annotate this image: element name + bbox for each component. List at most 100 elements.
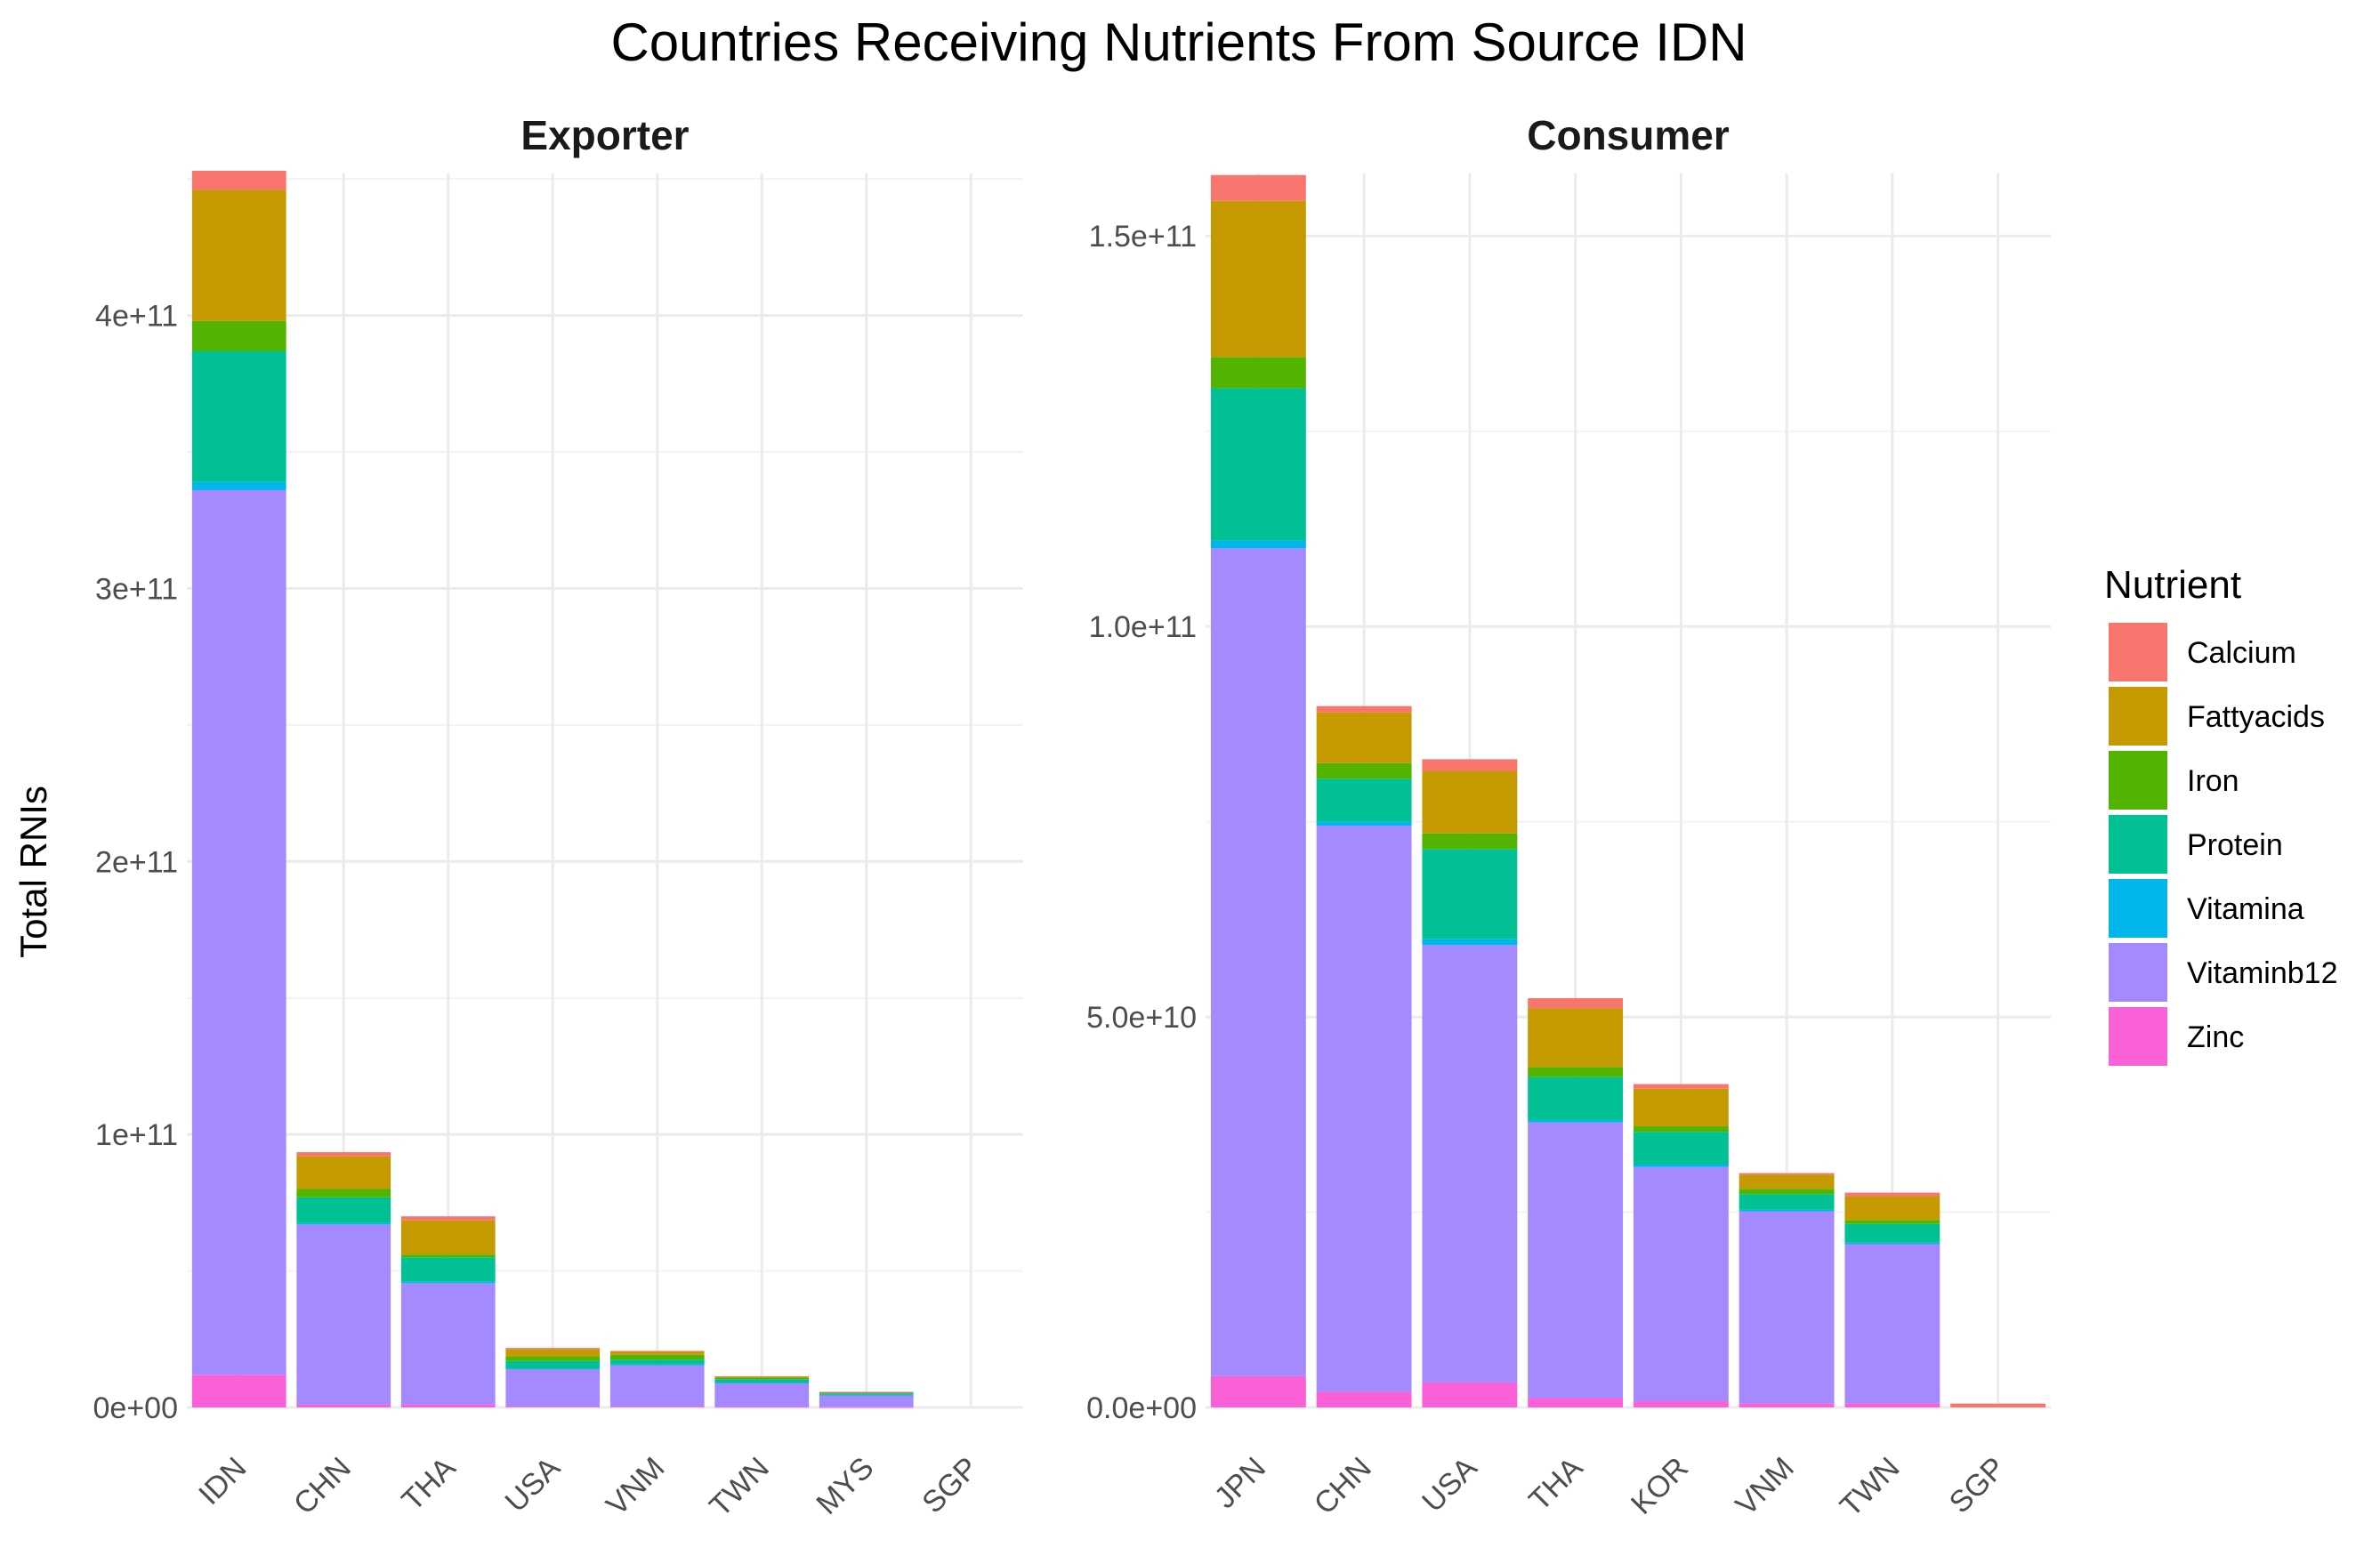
legend-swatch-calcium (2109, 623, 2167, 681)
bar-jpn-vitamina (1210, 540, 1306, 549)
bar-twn-protein (1844, 1223, 1940, 1243)
legend: Nutrient Calcium Fattyacids Iron Protein Vita… (2104, 563, 2338, 1066)
x-tick-label: USA (1416, 1451, 1484, 1520)
x-tick-label: SGP (1943, 1451, 2013, 1520)
bar-twn-zinc (1844, 1403, 1940, 1407)
bar-usa-vitamina (1422, 939, 1518, 946)
bar-idn-zinc (191, 1375, 286, 1407)
legend-label-zinc: Zinc (2187, 1020, 2244, 1054)
bar-tha-iron (400, 1254, 496, 1258)
bar-tha-protein (400, 1257, 496, 1282)
bar-tha-vitaminb12 (400, 1283, 496, 1405)
bar-chn-calcium (1316, 705, 1412, 713)
bar-jpn-calcium (1210, 174, 1306, 201)
chart-title: Countries Receiving Nutrients From Sourc… (610, 12, 1747, 72)
x-tick-label: MYS (810, 1451, 880, 1521)
bar-sgp-calcium (1950, 1403, 2046, 1407)
legend-swatch-vitaminb12 (2109, 943, 2167, 1002)
bar-kor-fattyacids (1633, 1088, 1729, 1126)
bar-mys-vitamina (819, 1394, 914, 1396)
x-tick-label: JPN (1208, 1451, 1272, 1515)
bar-chn-calcium (296, 1152, 391, 1157)
bar-usa-iron (1422, 833, 1518, 850)
y-tick-label: 1e+11 (95, 1118, 178, 1152)
legend-label-vitaminb12: Vitaminb12 (2187, 956, 2338, 990)
bar-usa-calcium (505, 1348, 601, 1350)
panel-title: Consumer (1527, 112, 1730, 158)
bar-chn-fattyacids (296, 1156, 391, 1189)
legend-label-calcium: Calcium (2187, 636, 2296, 670)
bar-twn-fattyacids (714, 1376, 810, 1378)
legend-label-fattyacids: Fattyacids (2187, 700, 2325, 734)
legend-swatch-protein (2109, 815, 2167, 874)
bar-jpn-protein (1210, 388, 1306, 541)
bar-twn-iron (714, 1377, 810, 1380)
legend-label-vitamina: Vitamina (2187, 892, 2304, 926)
bar-tha-fattyacids (1528, 1008, 1624, 1068)
bar-mys-protein (819, 1393, 914, 1395)
bar-vnm-vitaminb12 (609, 1365, 705, 1407)
bar-chn-vitamina (1316, 821, 1412, 826)
bar-usa-iron (505, 1356, 601, 1361)
x-tick-label: KOR (1625, 1451, 1695, 1521)
bar-usa-protein (1422, 849, 1518, 939)
bar-idn-calcium (191, 170, 286, 190)
legend-label-iron: Iron (2187, 764, 2239, 798)
x-tick-label: CHN (287, 1451, 358, 1521)
bar-idn-iron (191, 320, 286, 351)
x-tick-label: VNM (600, 1451, 671, 1522)
bar-vnm-protein (1739, 1194, 1835, 1210)
y-tick-label: 0e+00 (93, 1391, 179, 1425)
bar-twn-calcium (1844, 1192, 1940, 1197)
legend-swatch-vitamina (2109, 879, 2167, 938)
bar-usa-vitaminb12 (1422, 945, 1518, 1383)
y-tick-label: 5.0e+10 (1086, 1001, 1197, 1035)
x-tick-label: TWN (703, 1451, 776, 1524)
bar-chn-zinc (1316, 1391, 1412, 1407)
legend-label-protein: Protein (2187, 828, 2283, 862)
bar-chn-zinc (296, 1404, 391, 1407)
bar-tha-calcium (1528, 998, 1624, 1009)
bar-mys-iron (819, 1392, 914, 1394)
x-tick-label: SGP (916, 1451, 985, 1520)
bar-twn-protein (714, 1379, 810, 1383)
bar-chn-protein (1316, 778, 1412, 822)
bar-tha-vitaminb12 (1528, 1122, 1624, 1399)
bar-vnm-iron (609, 1354, 705, 1360)
bar-usa-fattyacids (1422, 770, 1518, 834)
y-tick-label: 0.0e+00 (1086, 1391, 1197, 1425)
bar-idn-protein (191, 351, 286, 482)
bar-idn-vitaminb12 (191, 489, 286, 1375)
bar-kor-calcium (1633, 1084, 1729, 1089)
legend-swatch-iron (2109, 751, 2167, 810)
bar-chn-iron (296, 1189, 391, 1197)
y-tick-label: 4e+11 (95, 300, 178, 334)
bar-tha-iron (1528, 1067, 1624, 1077)
bar-usa-vitaminb12 (505, 1369, 601, 1407)
bar-vnm-vitamina (1739, 1209, 1835, 1212)
bar-idn-fattyacids (191, 189, 286, 321)
bar-chn-vitaminb12 (296, 1224, 391, 1405)
bar-vnm-protein (609, 1359, 705, 1365)
x-tick-label: VNM (1729, 1451, 1800, 1522)
panel-consumer: 0.0e+00 5.0e+10 1.0e+11 1.5e+11 Consumer JPN C… (1086, 112, 2051, 1523)
x-tick-label: USA (499, 1451, 568, 1520)
y-axis-label: Total RNIs (12, 786, 54, 958)
legend-swatch-fattyacids (2109, 687, 2167, 746)
bar-chn-vitamina (296, 1222, 391, 1225)
bar-jpn-zinc (1210, 1375, 1306, 1407)
bar-twn-vitaminb12 (714, 1383, 810, 1407)
bar-tha-vitamina (1528, 1119, 1624, 1123)
bar-kor-zinc (1633, 1400, 1729, 1407)
bar-vnm-calcium (609, 1350, 705, 1352)
bar-idn-vitamina (191, 481, 286, 490)
y-tick-label: 1.5e+11 (1089, 220, 1197, 254)
bar-jpn-iron (1210, 357, 1306, 389)
bar-kor-protein (1633, 1132, 1729, 1165)
bar-usa-fattyacids (505, 1349, 601, 1357)
panel-title: Exporter (520, 112, 689, 158)
bar-vnm-calcium (1739, 1173, 1835, 1175)
bar-mys-calcium (819, 1391, 914, 1393)
bar-twn-calcium (714, 1376, 810, 1377)
bar-tha-calcium (400, 1216, 496, 1221)
